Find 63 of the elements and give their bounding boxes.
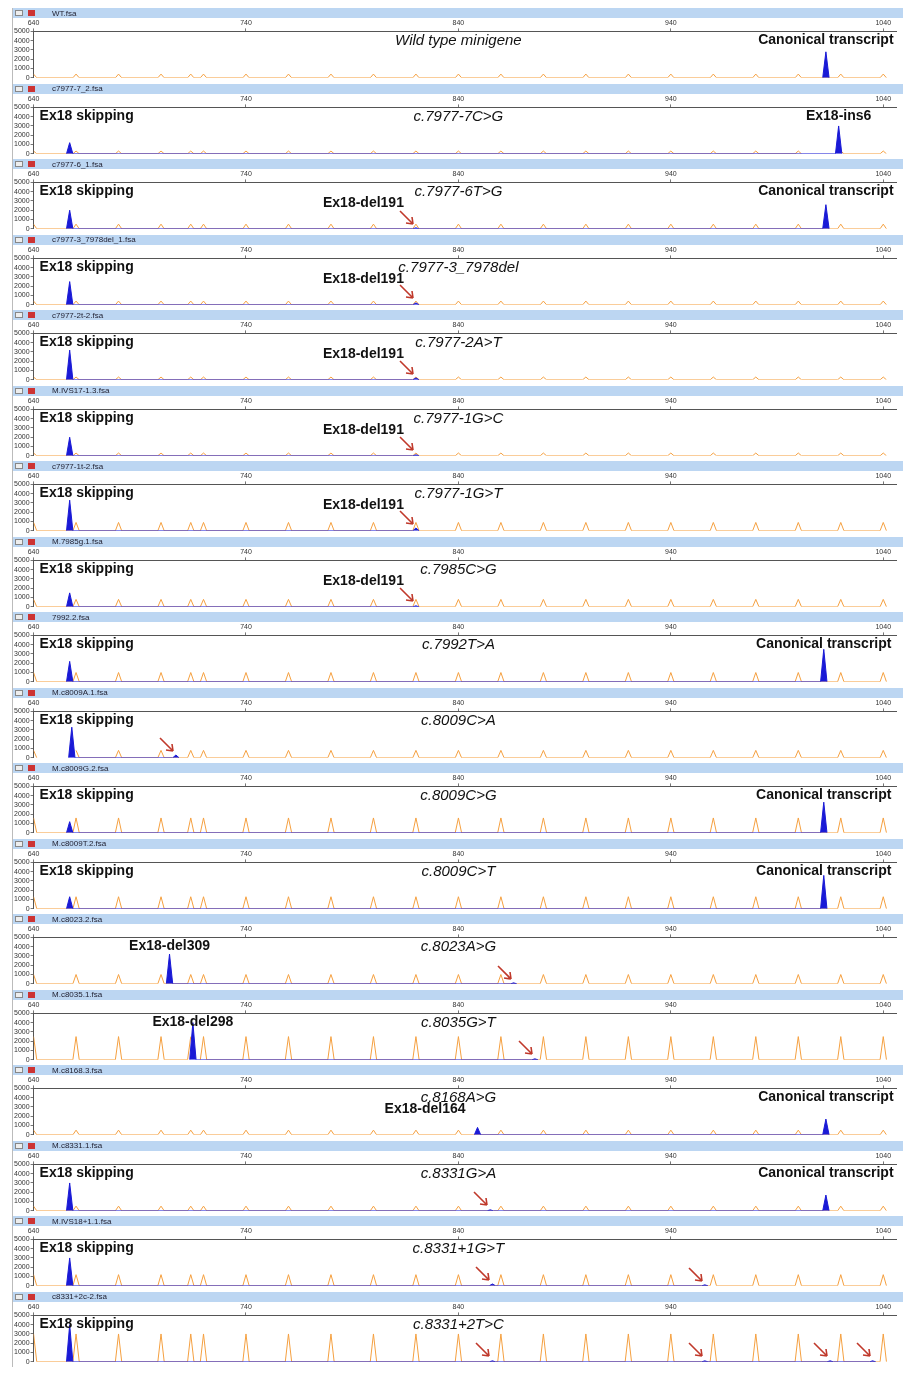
- chart-title: c.8023A>G: [420, 937, 497, 955]
- annotation: Ex18 skipping: [39, 1163, 134, 1180]
- annotation: Canonical transcript: [756, 861, 892, 878]
- chart-subtitle: M.c8035.1.fsa: [52, 990, 103, 999]
- chart-subtitle: c7977-6_1.fsa: [52, 159, 103, 169]
- chart-title: c.8331+2T>C: [412, 1314, 505, 1332]
- chart-title: c.8035G>T: [421, 1012, 498, 1030]
- annotation: Ex18 skipping: [39, 484, 134, 501]
- chart-subtitle: M.c8331.1.fsa: [52, 1141, 103, 1150]
- chart-subtitle: c8331+2c-2.fsa: [52, 1292, 107, 1301]
- chart-subtitle: M.c8009A.1.fsa: [52, 688, 108, 697]
- annotation: Ex18 skipping: [39, 786, 134, 803]
- chart-subtitle: c7977-3_7978del_1.fsa: [52, 235, 136, 244]
- annotation: Ex18 skipping: [39, 408, 134, 425]
- chart-title: c.7977-7C>G: [413, 106, 504, 124]
- annotation: Ex18 skipping: [39, 106, 134, 123]
- chart-subtitle: M.c8009T.2.fsa: [52, 839, 107, 848]
- annotation: Ex18-del191: [322, 345, 405, 362]
- annotation: Canonical transcript: [758, 31, 894, 48]
- chart-subtitle: c7977-1t-2.fsa: [52, 461, 104, 471]
- chart-subtitle: M.IVS18+1.1.fsa: [52, 1216, 112, 1226]
- chart-subtitle: M.7985g.1.fsa: [52, 537, 103, 546]
- chart-title: Wild type minigene: [395, 31, 522, 49]
- chart-title: c.8331G>A: [420, 1163, 497, 1181]
- annotation: Ex18-del309: [129, 937, 211, 954]
- chart-title: c.7977-1G>C: [413, 408, 504, 426]
- chart-title: c.8009C>A: [421, 710, 496, 728]
- chart-title: c.7977-1G>T: [414, 484, 505, 502]
- annotation: Ex18 skipping: [39, 333, 134, 350]
- annotation: Ex18 skipping: [39, 635, 134, 652]
- annotation: Ex18 skipping: [39, 861, 134, 878]
- chart-title: c.8331+1G>T: [412, 1239, 507, 1257]
- chart-title: c.8009C>G: [420, 786, 497, 804]
- annotation: Ex18 skipping: [39, 559, 134, 576]
- chart-subtitle: WT.fsa: [52, 8, 77, 18]
- chart-subtitle: c7977-7_2.fsa: [52, 84, 103, 93]
- annotation: Ex18-del191: [322, 194, 405, 211]
- chart-subtitle: M.c8009G.2.fsa: [52, 763, 109, 773]
- chart-title: c.8009C>T: [421, 861, 498, 879]
- annotation: Canonical transcript: [756, 786, 892, 803]
- annotation: Canonical transcript: [758, 1163, 894, 1180]
- annotation: Canonical transcript: [756, 635, 892, 652]
- annotation: Ex18 skipping: [39, 1239, 134, 1256]
- annotation: Ex18 skipping: [39, 1314, 134, 1331]
- annotation: Ex18-del298: [152, 1012, 234, 1029]
- annotation: Canonical transcript: [758, 182, 894, 199]
- annotation: Canonical transcript: [758, 1088, 894, 1105]
- chart-title: c.7977-2A>T: [415, 333, 504, 351]
- chart-subtitle: 7992.2.fsa: [52, 612, 90, 622]
- annotation: Ex18-ins6: [805, 106, 872, 123]
- chart-subtitle: M.c8023.2.fsa: [52, 914, 103, 924]
- annotation: Ex18-del191: [322, 496, 405, 513]
- annotation: Ex18 skipping: [39, 182, 134, 199]
- annotation: Ex18-del191: [322, 420, 405, 437]
- chart-subtitle: M.c8168.3.fsa: [52, 1065, 103, 1075]
- chart-subtitle: M.IVS17-1.3.fsa: [52, 386, 110, 395]
- chart-title: c.7992T>A: [421, 635, 495, 653]
- annotation: Ex18 skipping: [39, 710, 134, 727]
- chart-title: c.7985C>G: [420, 559, 497, 577]
- chart-subtitle: c7977-2t-2.fsa: [52, 310, 104, 320]
- annotation: Ex18-del191: [322, 571, 405, 588]
- annotation: Ex18 skipping: [39, 257, 134, 274]
- chart-title: c.7977-6T>G: [414, 182, 503, 200]
